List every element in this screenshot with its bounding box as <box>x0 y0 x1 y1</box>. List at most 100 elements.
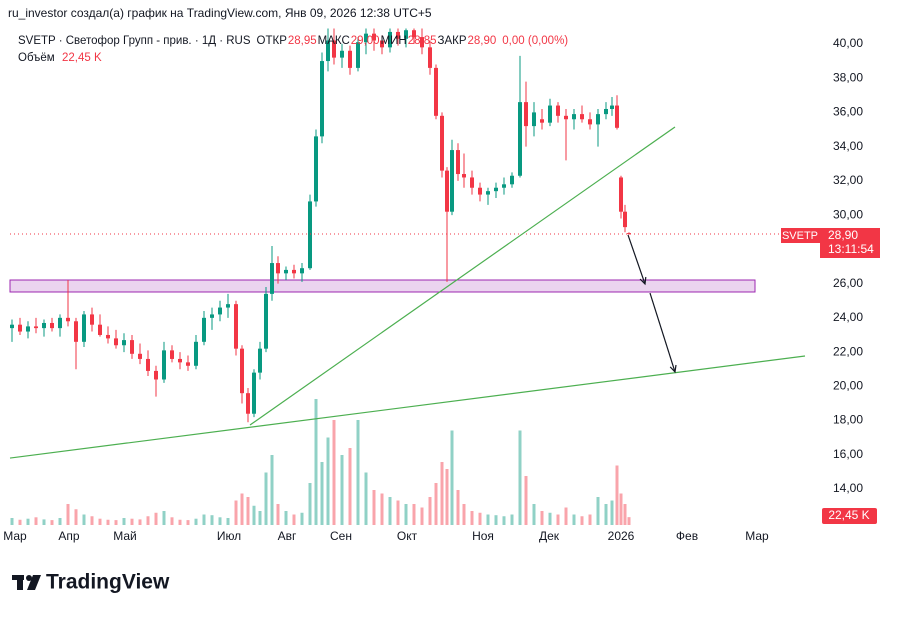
x-tick-label: Апр <box>58 529 80 543</box>
candle-body <box>178 358 182 363</box>
volume-bar <box>326 437 330 525</box>
volume-bar <box>66 504 70 525</box>
legend-instrument: SVETP · Светофор Групп - прив. · 1Д · RU… <box>18 35 251 47</box>
y-tick-label: 36,00 <box>833 105 863 119</box>
legend-open: 28,95 <box>288 35 317 47</box>
volume-bar <box>356 420 360 525</box>
x-tick-label: Окт <box>397 529 418 543</box>
volume-bar <box>588 514 592 525</box>
x-tick-label: Фев <box>676 529 698 543</box>
candle-body <box>314 136 318 202</box>
candle-body <box>114 338 118 346</box>
candle-body <box>588 119 592 125</box>
candle-body <box>548 105 552 123</box>
volume-bar <box>122 518 126 525</box>
candle-body <box>300 268 304 274</box>
volume-bar <box>284 511 288 525</box>
volume-tag <box>822 508 877 524</box>
volume-bar <box>580 516 584 525</box>
candle-body <box>202 317 206 342</box>
candle-body <box>58 317 62 329</box>
candle-body <box>320 61 324 137</box>
candle-body <box>428 47 432 68</box>
x-tick-label: Мар <box>3 529 27 543</box>
volume-bar <box>494 515 498 525</box>
volume-bar <box>246 497 250 525</box>
legend-volume-label: Объём <box>18 52 55 64</box>
volume-bar <box>270 455 274 525</box>
candle-body <box>494 187 498 192</box>
candle-body <box>412 30 416 38</box>
volume-bar <box>114 520 118 525</box>
candle-body <box>348 50 352 68</box>
plot: 14,00 16,00 18,00 20,00 22,00 24,00 26,00 30,00… <box>3 28 863 543</box>
volume-bar <box>332 420 336 525</box>
candle-body <box>572 114 576 120</box>
y-tick-label: 30,00 <box>833 207 863 221</box>
legend-high-label: МАКС <box>318 35 350 47</box>
volume-bar <box>50 520 54 525</box>
volume-bar <box>510 514 514 525</box>
candle-body <box>396 31 400 39</box>
candle-body <box>596 114 600 125</box>
volume-bar <box>564 507 568 525</box>
volume-bar <box>258 511 262 525</box>
volume-bar <box>440 462 444 525</box>
candle-body <box>66 317 70 322</box>
y-tick-label: 14,00 <box>833 481 863 495</box>
arrow <box>649 292 676 373</box>
candle-body <box>556 105 560 116</box>
legend-low-label: МИН <box>381 35 407 47</box>
candle-body <box>50 322 54 329</box>
candle-body <box>18 324 22 332</box>
volume-bar <box>380 493 384 525</box>
volume-bar <box>428 497 432 525</box>
volume-bar <box>462 504 466 525</box>
candle-body <box>74 321 78 342</box>
candle-body <box>372 33 376 41</box>
candle-body <box>252 372 256 414</box>
volume-bar <box>610 500 614 525</box>
y-tick-label: 16,00 <box>833 447 863 461</box>
candle-body <box>258 348 262 373</box>
volume-bar <box>596 497 600 525</box>
candle-body <box>146 358 150 371</box>
candle-body <box>234 304 238 349</box>
trendline <box>249 126 676 426</box>
volume-bar <box>34 517 38 525</box>
volume-bar <box>276 504 280 525</box>
x-tick-label: 2026 <box>608 529 635 543</box>
candle-body <box>284 269 288 274</box>
caption: ru_investor создал(а) график на TradingV… <box>8 6 432 20</box>
brand-logo <box>12 575 41 590</box>
candle-body <box>326 40 330 62</box>
price-tag-price: 28,90 <box>828 228 858 242</box>
candle-body <box>604 108 608 115</box>
volume-bar <box>74 509 78 525</box>
volume-bar <box>154 512 158 525</box>
candle-body <box>308 201 312 269</box>
arrow-head <box>669 364 677 374</box>
volume-bar <box>556 514 560 525</box>
legend-volume: 22,45 K <box>62 52 102 64</box>
candle-body <box>42 322 46 329</box>
volume-bar <box>434 483 438 525</box>
candle-body <box>462 174 466 178</box>
x-tick-label: Ноя <box>472 529 494 543</box>
volume-bar <box>615 465 619 525</box>
volume-bar <box>210 515 214 525</box>
volume-bar <box>456 490 460 525</box>
volume-bar <box>170 517 174 525</box>
volume-bar <box>178 519 182 525</box>
candle-body <box>580 114 584 120</box>
legend-open-label: ОТКР <box>257 35 288 47</box>
volume-bar <box>82 514 86 525</box>
candle-body <box>627 233 631 235</box>
volume-bar <box>623 504 627 525</box>
candle-body <box>264 293 268 349</box>
candle-body <box>510 175 514 185</box>
candle-body <box>226 304 230 308</box>
volume-bar <box>300 512 304 525</box>
candle-body <box>82 314 86 342</box>
y-tick-label: 34,00 <box>833 139 863 153</box>
